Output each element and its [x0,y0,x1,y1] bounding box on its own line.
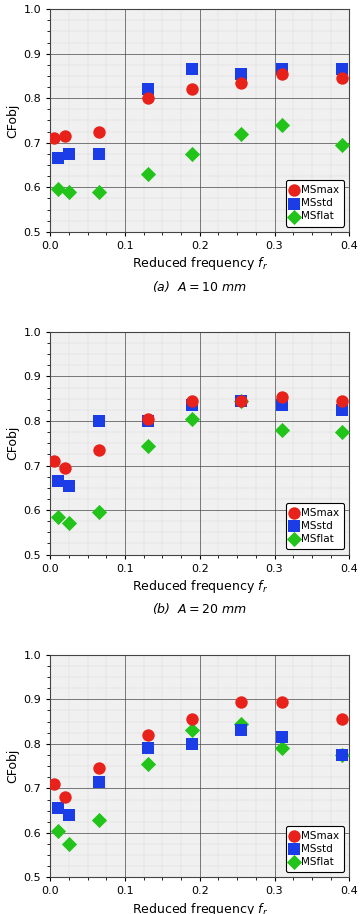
MSmax [63,790,68,804]
Legend: MSmax, MSstd, MSflat: MSmax, MSstd, MSflat [286,825,344,872]
MSmax [51,453,57,468]
MSstd [96,146,102,161]
MSstd [55,473,61,488]
MSstd [55,151,61,165]
Legend: MSmax, MSstd, MSflat: MSmax, MSstd, MSflat [286,180,344,227]
MSmax [238,394,244,409]
MSflat [55,182,61,197]
MSflat [66,516,72,531]
MSmax [189,394,195,409]
MSstd [238,67,244,81]
MSstd [279,399,285,413]
MSstd [55,801,61,815]
MSflat [66,185,72,199]
MSstd [66,478,72,493]
MSmax [96,124,102,139]
MSstd [145,741,150,756]
MSmax [51,777,57,792]
MSmax [145,411,150,426]
X-axis label: Reduced frequency $f_r$: Reduced frequency $f_r$ [132,255,268,272]
MSmax [189,82,195,97]
MSmax [238,695,244,709]
MSmax [145,728,150,742]
MSflat [339,138,345,153]
MSstd [339,748,345,762]
MSmax [63,461,68,475]
MSstd [339,62,345,77]
MSstd [279,730,285,745]
MSflat [145,438,150,452]
MSmax [51,131,57,145]
MSmax [145,90,150,105]
MSmax [279,67,285,81]
MSstd [96,414,102,429]
MSflat [339,748,345,762]
MSflat [238,717,244,731]
MSmax [279,695,285,709]
MSmax [96,761,102,776]
MSstd [189,399,195,413]
MSmax [189,712,195,727]
MSstd [96,774,102,789]
MSstd [238,394,244,409]
MSflat [55,824,61,838]
MSstd [279,62,285,77]
X-axis label: Reduced frequency $f_r$: Reduced frequency $f_r$ [132,900,268,914]
Text: (a)  $A = 10$ mm: (a) $A = 10$ mm [153,279,247,293]
Legend: MSmax, MSstd, MSflat: MSmax, MSstd, MSflat [286,503,344,549]
MSflat [96,813,102,827]
MSflat [279,422,285,437]
MSmax [339,712,345,727]
Text: (b)  $A = 20$ mm: (b) $A = 20$ mm [152,601,247,616]
MSflat [238,126,244,141]
MSstd [145,414,150,429]
MSstd [189,737,195,751]
MSmax [279,389,285,404]
Y-axis label: CFobj: CFobj [6,426,19,461]
Y-axis label: CFobj: CFobj [6,749,19,783]
MSflat [279,118,285,133]
MSflat [189,723,195,738]
MSstd [189,62,195,77]
MSflat [96,185,102,199]
MSmax [96,442,102,457]
MSflat [339,425,345,440]
MSflat [189,411,195,426]
MSflat [96,505,102,520]
MSflat [145,757,150,771]
X-axis label: Reduced frequency $f_r$: Reduced frequency $f_r$ [132,578,268,595]
MSmax [238,75,244,90]
MSmax [339,71,345,86]
MSstd [339,402,345,417]
MSflat [238,394,244,409]
MSmax [339,394,345,409]
MSflat [66,836,72,851]
MSmax [63,129,68,143]
MSstd [238,723,244,738]
MSstd [66,808,72,823]
MSflat [55,509,61,524]
Y-axis label: CFobj: CFobj [6,103,19,138]
MSflat [189,146,195,161]
MSflat [279,741,285,756]
MSstd [145,82,150,97]
MSflat [145,166,150,181]
MSstd [66,146,72,161]
